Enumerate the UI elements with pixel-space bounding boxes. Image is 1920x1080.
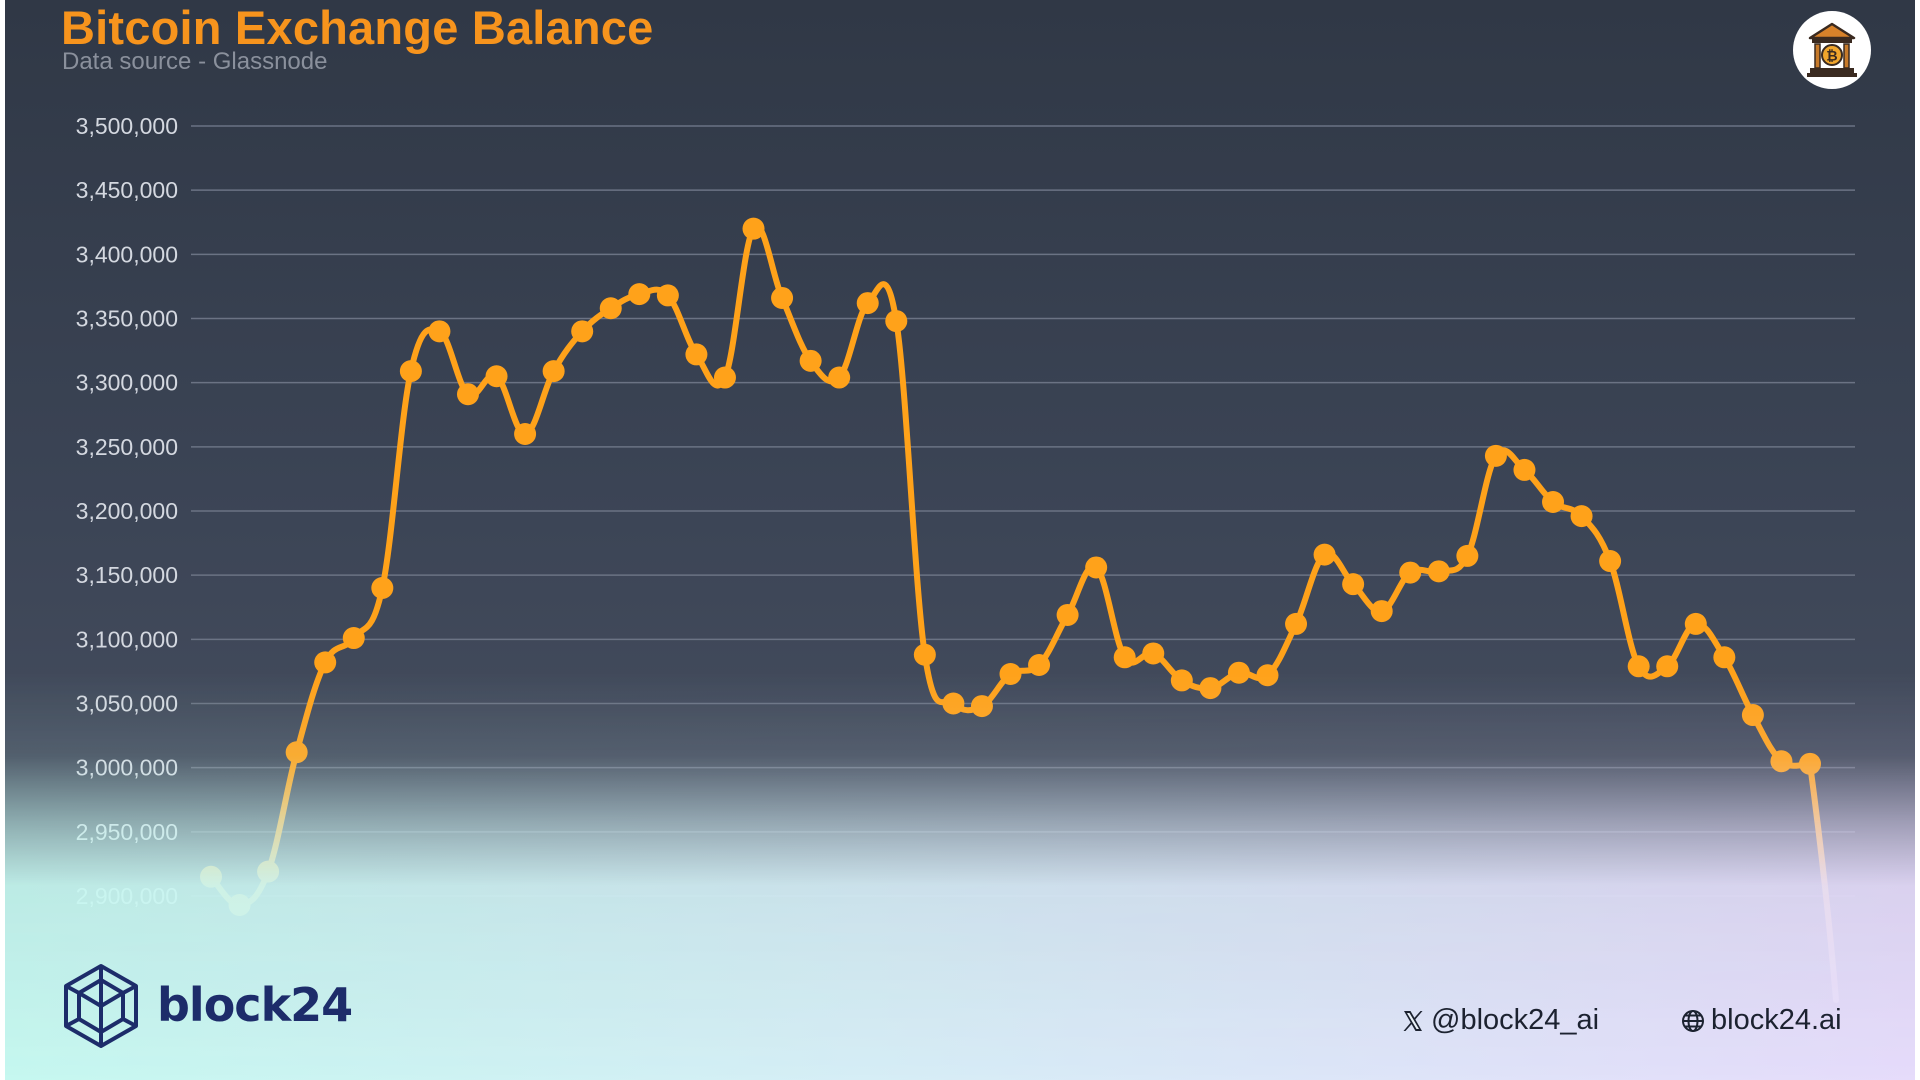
data-point <box>485 365 508 388</box>
data-point <box>999 662 1022 685</box>
data-point <box>828 366 851 389</box>
website-url: block24.ai <box>1711 1004 1842 1036</box>
data-point <box>970 695 993 718</box>
data-point <box>1684 612 1707 635</box>
data-point <box>771 286 794 309</box>
y-tick-label: 3,400,000 <box>76 241 178 267</box>
data-point <box>228 893 251 916</box>
data-point <box>1599 550 1622 573</box>
series-line <box>208 223 1839 1003</box>
y-tick-label: 3,150,000 <box>76 562 178 588</box>
data-point <box>656 284 679 307</box>
gridlines <box>191 125 1855 897</box>
data-point <box>285 741 308 764</box>
website-link[interactable]: block24.ai <box>1681 1004 1842 1037</box>
data-point <box>428 320 451 343</box>
data-point <box>1627 655 1650 678</box>
globe-icon <box>1682 1009 1704 1032</box>
data-point <box>542 360 565 383</box>
y-tick-label: 3,050,000 <box>76 691 178 717</box>
chart-subtitle: Data source - Glassnode <box>62 48 328 75</box>
data-point <box>1799 752 1821 775</box>
data-point <box>1427 560 1450 583</box>
y-tick-label: 3,100,000 <box>76 626 178 652</box>
svg-text:₿: ₿ <box>1826 49 1837 65</box>
y-tick-label: 3,350,000 <box>76 306 178 332</box>
data-point <box>742 217 765 240</box>
data-point <box>1142 642 1165 665</box>
data-point <box>514 423 537 445</box>
x-link[interactable]: @block24_ai <box>1401 1004 1599 1037</box>
data-point <box>1028 654 1051 676</box>
data-point <box>571 320 594 343</box>
data-point <box>942 692 965 715</box>
data-point <box>1342 573 1365 596</box>
data-point <box>314 651 337 674</box>
data-point <box>257 860 280 883</box>
y-tick-label: 3,250,000 <box>76 434 178 460</box>
data-point <box>628 283 651 306</box>
data-point <box>200 865 222 888</box>
data-point <box>1713 646 1736 669</box>
data-point <box>1770 750 1793 773</box>
x-handle: @block24_ai <box>1431 1004 1600 1036</box>
y-tick-label: 3,200,000 <box>76 498 178 524</box>
series-layer <box>200 217 1839 1003</box>
y-tick-label: 3,000,000 <box>76 755 178 781</box>
chart-title: Bitcoin Exchange Balance <box>61 1 654 54</box>
data-point <box>1484 444 1507 467</box>
data-point <box>1227 661 1250 684</box>
data-point <box>1570 505 1593 528</box>
y-tick-label: 2,950,000 <box>76 819 178 845</box>
data-point <box>1285 612 1308 635</box>
data-point <box>799 349 822 372</box>
x-logo-icon <box>1403 1010 1423 1031</box>
data-point <box>1456 544 1479 567</box>
data-point <box>913 643 936 666</box>
y-tick-label: 3,300,000 <box>76 370 178 396</box>
data-point <box>885 310 908 333</box>
data-point <box>1513 458 1536 481</box>
data-point <box>1370 600 1393 623</box>
data-point <box>713 366 736 389</box>
data-point <box>1313 543 1336 566</box>
y-axis-ticks: 3,500,000 3,450,000 3,400,000 3,350,000 3,30… <box>76 113 178 909</box>
bank-bitcoin-icon: ₿ <box>1793 11 1871 89</box>
data-point <box>856 292 879 315</box>
data-point <box>1199 677 1222 700</box>
data-point <box>1542 491 1565 514</box>
data-point <box>1170 669 1193 692</box>
data-point <box>1113 646 1136 669</box>
chart-card: 3,500,000 3,450,000 3,400,000 3,350,000 3,30… <box>5 0 1915 1080</box>
data-point <box>371 577 394 599</box>
data-point <box>1056 603 1079 626</box>
data-point <box>685 343 708 366</box>
data-point <box>1256 664 1279 687</box>
data-point <box>599 297 622 320</box>
cube-logo-icon <box>64 964 138 1048</box>
line-chart: 3,500,000 3,450,000 3,400,000 3,350,000 3,30… <box>76 113 1855 1003</box>
data-point <box>1741 704 1764 727</box>
data-point <box>1085 556 1108 579</box>
data-point <box>456 383 479 406</box>
y-tick-label: 3,500,000 <box>76 113 178 139</box>
data-point <box>342 627 365 650</box>
data-point <box>1399 561 1422 584</box>
data-point <box>399 360 422 383</box>
y-tick-label: 2,900,000 <box>76 883 178 909</box>
y-tick-label: 3,450,000 <box>76 177 178 203</box>
data-point <box>1656 655 1679 678</box>
brand-name: block24 <box>157 978 353 1032</box>
